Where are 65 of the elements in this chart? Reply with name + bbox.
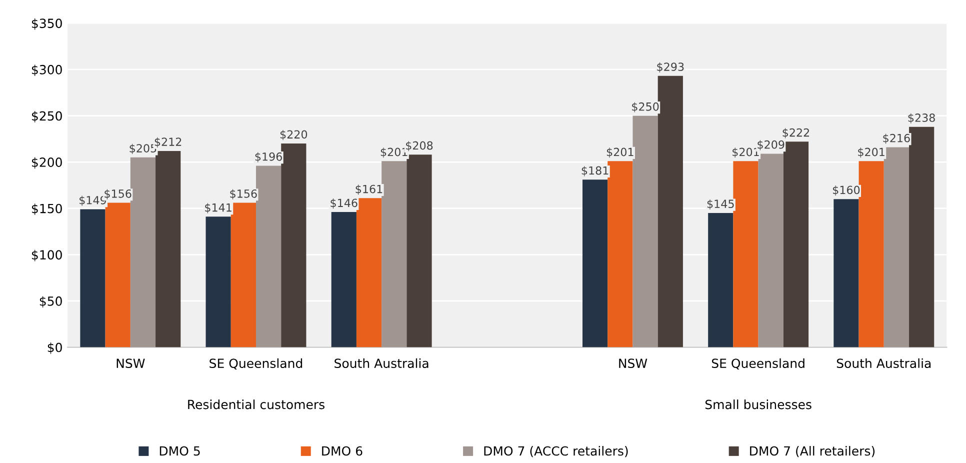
- bar: [105, 202, 130, 348]
- data-label: $156: [230, 189, 257, 200]
- bar: [708, 212, 734, 348]
- data-label: $161: [356, 184, 382, 195]
- x-tick-label: South Australia: [836, 358, 931, 368]
- x-tick-label: South Australia: [334, 358, 428, 368]
- y-tick-label: $150: [32, 204, 62, 215]
- legend-label: DMO 7 (All retailers): [750, 446, 875, 458]
- data-label: $146: [330, 198, 358, 209]
- bar: [331, 212, 356, 348]
- data-label: $250: [632, 102, 659, 112]
- y-tick-label: $350: [32, 18, 62, 30]
- data-label: $196: [255, 152, 282, 162]
- bar: [884, 147, 910, 348]
- data-label: $160: [833, 186, 860, 196]
- bar: [733, 161, 758, 348]
- data-label: $216: [883, 134, 910, 144]
- legend-label: DMO 7 (ACCC retailers): [484, 446, 628, 458]
- data-label: $201: [858, 148, 884, 158]
- y-tick-label: $200: [32, 157, 62, 169]
- bar: [582, 180, 608, 348]
- x-tick-label: NSW: [116, 358, 145, 368]
- legend-label: DMO 5: [160, 446, 200, 456]
- bar: [758, 154, 784, 348]
- bar: [834, 199, 859, 348]
- data-label: $145: [707, 199, 734, 210]
- bar: [206, 216, 231, 348]
- x-tick-label: SE Queensland: [712, 358, 804, 370]
- y-tick-label: $250: [32, 111, 62, 122]
- y-tick-label: $300: [32, 64, 62, 76]
- data-label: $209: [758, 140, 784, 150]
- bar: [632, 116, 658, 348]
- bar: [658, 76, 683, 348]
- data-label: $208: [406, 141, 433, 152]
- text: Residential customers: [188, 400, 324, 410]
- data-label: $141: [205, 203, 232, 214]
- bar: [406, 154, 432, 348]
- bar: [156, 150, 181, 348]
- y-tick-label: $0: [48, 342, 62, 354]
- data-label: $212: [154, 137, 182, 148]
- y-tick-label: $50: [40, 296, 62, 308]
- x-tick-label: NSW: [619, 358, 648, 368]
- data-label: $220: [280, 130, 308, 140]
- data-label: $293: [657, 62, 684, 72]
- data-label: $238: [908, 113, 935, 124]
- legend-label: DMO 6: [322, 446, 362, 456]
- bar: [783, 142, 809, 348]
- data-label: $222: [782, 128, 810, 138]
- bar: [382, 161, 407, 348]
- bar: [256, 166, 282, 348]
- text: Small businesses: [705, 400, 812, 410]
- data-label: $201: [732, 148, 759, 158]
- bar: [909, 126, 934, 348]
- bar: [281, 144, 306, 348]
- bar: [608, 161, 633, 348]
- data-label: $156: [104, 189, 132, 200]
- bar: [356, 198, 382, 348]
- data-label: $201: [606, 148, 634, 158]
- bar: [80, 209, 106, 348]
- bar: [858, 161, 884, 348]
- bar: [230, 202, 256, 348]
- bar: [130, 157, 156, 348]
- x-tick-label: SE Queensland: [210, 358, 302, 370]
- data-label: $181: [582, 166, 608, 176]
- y-tick-label: $100: [32, 250, 62, 262]
